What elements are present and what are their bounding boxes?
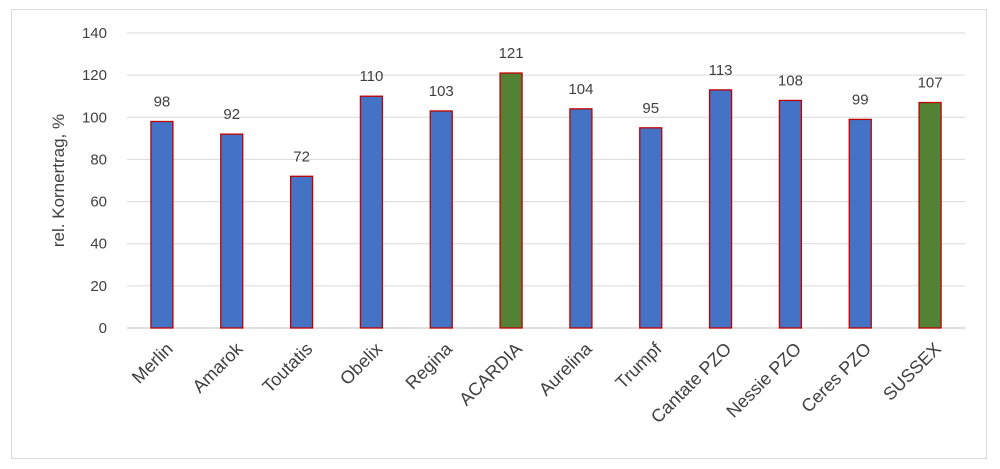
data-label: 121 xyxy=(499,45,524,62)
x-category-label: Aurelina xyxy=(535,338,597,400)
bar xyxy=(918,101,942,329)
bar xyxy=(639,127,663,329)
data-label: 99 xyxy=(852,91,869,108)
data-label: 92 xyxy=(223,106,240,123)
data-label: 98 xyxy=(154,94,171,111)
x-category-label: Nessie PZO xyxy=(722,339,805,422)
bar xyxy=(848,118,872,329)
data-label: 103 xyxy=(429,83,454,100)
y-tick-label: 60 xyxy=(90,194,107,211)
y-tick-label: 140 xyxy=(82,25,107,42)
y-tick-label: 40 xyxy=(90,236,107,253)
y-tick-label: 80 xyxy=(90,151,107,168)
bar xyxy=(359,95,384,329)
bar xyxy=(708,89,733,329)
gridlines xyxy=(127,32,965,329)
x-category-label: ACARDIA xyxy=(455,339,526,410)
y-axis-title: rel. Kornertrag, % xyxy=(49,114,68,247)
chart-frame xyxy=(11,9,987,459)
y-tick-label: 100 xyxy=(82,109,107,126)
data-label: 104 xyxy=(568,81,593,98)
y-axis-ticks: 0 20 40 60 80 100 120 140 xyxy=(82,25,107,337)
y-tick-label: 120 xyxy=(82,67,107,84)
x-axis-categories: Merlin Amarok Toutatis Obelix Regina ACARDIA A… xyxy=(128,338,945,427)
data-label: 108 xyxy=(778,72,803,89)
x-category-label: Obelix xyxy=(336,339,386,389)
x-category-label: SUSSEX xyxy=(879,339,945,405)
bar xyxy=(220,133,244,329)
data-label: 107 xyxy=(918,75,943,92)
bar xyxy=(429,110,453,329)
bar xyxy=(150,120,174,329)
y-tick-label: 0 xyxy=(99,320,107,337)
data-label: 110 xyxy=(359,68,383,85)
x-category-label: Trumpf xyxy=(612,338,667,393)
bar xyxy=(499,72,523,329)
x-category-label: Regina xyxy=(402,338,457,393)
data-label: 113 xyxy=(709,62,733,79)
bars xyxy=(150,72,942,329)
x-category-label: Toutatis xyxy=(258,339,316,397)
x-category-label: Amarok xyxy=(189,338,248,397)
bar xyxy=(289,175,314,329)
bar xyxy=(569,108,593,329)
x-category-label: Ceres PZO xyxy=(797,339,875,417)
data-label: 95 xyxy=(642,100,659,117)
x-category-label: Merlin xyxy=(128,339,177,388)
data-labels: 98 92 72 110 103 121 104 95 113 108 99 107 xyxy=(154,45,943,165)
data-label: 72 xyxy=(293,148,310,165)
y-tick-label: 20 xyxy=(90,278,107,295)
bar xyxy=(778,99,803,329)
